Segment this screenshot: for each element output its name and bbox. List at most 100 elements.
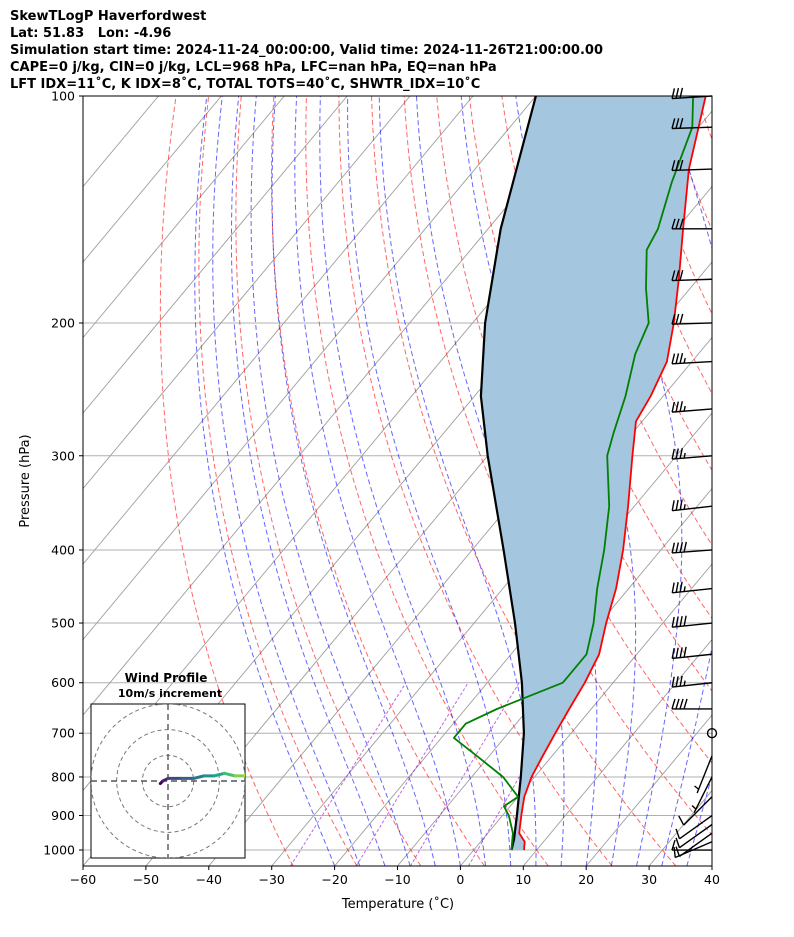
- moist-adiabat: [582, 96, 683, 866]
- barb-full: [671, 839, 676, 851]
- dry-adiabat: [198, 96, 358, 866]
- dry-adiabat: [763, 96, 794, 866]
- barb-shaft: [679, 814, 713, 840]
- barb-shaft: [671, 126, 713, 130]
- cape-fill: [480, 96, 706, 850]
- barb-shaft: [672, 455, 713, 460]
- moist-adiabat: [194, 96, 336, 866]
- y-tick-label: 500: [51, 616, 75, 631]
- x-tick-label: −10: [384, 872, 410, 887]
- barb-full: [671, 582, 675, 593]
- isotherm-line: [83, 96, 537, 641]
- temperature-line: [518, 96, 707, 851]
- x-axis: −60 −50 −40 −30 −20 −10 0 10 20 30 40: [70, 866, 720, 887]
- x-tick-label: −60: [70, 872, 96, 887]
- barb-full: [675, 616, 679, 627]
- barb-full: [671, 676, 675, 688]
- barb-shaft: [672, 587, 713, 594]
- isotherm-line: [522, 638, 712, 866]
- isotherm-line: [83, 96, 411, 490]
- barb-full: [671, 353, 676, 364]
- barb-full: [679, 401, 683, 412]
- wind-barb: [671, 159, 713, 172]
- barb-full: [671, 401, 675, 413]
- barb-full: [671, 118, 676, 129]
- barb-half: [683, 586, 686, 592]
- barb-full: [679, 581, 683, 593]
- wind-barb: [675, 832, 713, 858]
- hodograph-segment: [192, 774, 206, 780]
- barb-full: [675, 837, 681, 848]
- wind-barb: [671, 581, 713, 594]
- barb-full: [679, 698, 684, 710]
- barb-full: [675, 698, 680, 710]
- isotherm-line: [83, 96, 474, 565]
- x-tick-label: −30: [259, 872, 285, 887]
- dry-adiabat: [235, 96, 422, 866]
- barb-full: [675, 353, 680, 364]
- x-tick-label: 0: [456, 872, 464, 887]
- barb-shaft: [672, 622, 713, 628]
- barb-full: [679, 675, 683, 687]
- moist-adiabat: [212, 96, 361, 866]
- barb-full: [675, 676, 679, 687]
- wind-barb: [671, 401, 713, 413]
- barb-full: [683, 646, 687, 658]
- y-tick-label: 200: [51, 315, 75, 330]
- hodograph-segment: [253, 755, 258, 763]
- barb-full: [675, 218, 680, 229]
- barb-full: [671, 500, 675, 511]
- barb-full: [675, 846, 681, 857]
- wind-barb: [671, 646, 713, 660]
- mixing-ratio-line: [290, 682, 407, 866]
- x-axis-label: Temperature (˚C): [341, 896, 454, 912]
- barb-full: [678, 815, 685, 826]
- barb-full: [675, 313, 680, 325]
- wind-barb: [671, 353, 713, 365]
- hodograph-subtitle: 10m/s increment: [118, 687, 222, 700]
- y-axis: 1000 900 800 700 600 500 400 300 200 100: [43, 89, 83, 858]
- barb-half: [694, 785, 700, 790]
- barb-full: [679, 270, 684, 281]
- barb-full: [675, 448, 679, 459]
- barb-shaft: [679, 832, 713, 858]
- hodograph-segment: [222, 771, 237, 778]
- barb-full: [683, 698, 688, 710]
- barb-full: [675, 582, 679, 593]
- barb-full: [675, 159, 680, 171]
- dry-adiabat: [305, 96, 549, 866]
- wind-barb: [671, 615, 713, 628]
- moist-adiabat: [230, 96, 386, 866]
- barb-full: [671, 542, 676, 554]
- moist-adiabat: [294, 96, 461, 866]
- wind-barb: [671, 499, 713, 512]
- barb-full: [679, 647, 683, 658]
- moist-adiabat: [271, 96, 436, 866]
- barb-full: [679, 542, 684, 553]
- wind-barb: [671, 270, 713, 282]
- wind-barb: [691, 776, 713, 814]
- barb-full: [679, 353, 684, 364]
- cin-shading: [480, 96, 706, 850]
- barb-full: [675, 118, 680, 129]
- barb-full: [675, 401, 679, 412]
- moist-adiabat: [347, 96, 512, 866]
- barb-shaft: [693, 776, 713, 814]
- barb-full: [679, 159, 684, 171]
- barb-shaft: [672, 505, 713, 512]
- x-tick-label: 10: [515, 872, 531, 887]
- dry-adiabat: [270, 96, 485, 866]
- wind-barb: [675, 823, 713, 849]
- wind-barb: [671, 117, 713, 130]
- wind-barb: [671, 313, 713, 325]
- barb-full: [671, 270, 676, 281]
- barb-half: [683, 405, 686, 412]
- wind-barb: [675, 814, 713, 840]
- moist-adiabat: [661, 96, 712, 866]
- barb-shaft: [672, 549, 713, 554]
- barb-shaft: [696, 755, 713, 794]
- barb-full: [675, 270, 680, 281]
- hodograph-title: Wind Profile: [125, 671, 208, 685]
- barb-full: [671, 88, 676, 99]
